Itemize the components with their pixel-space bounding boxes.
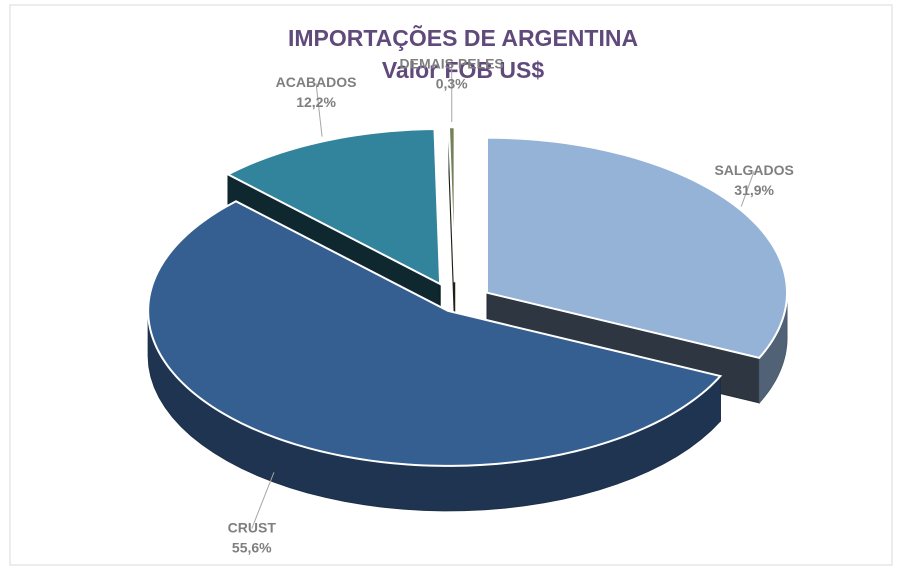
slice-value-label: 31,9%: [734, 182, 774, 198]
slice: [486, 136, 788, 359]
slice-label: DEMAIS PELES: [400, 56, 504, 72]
slice-label: CRUST: [228, 519, 277, 535]
slice-label: SALGADOS: [714, 162, 793, 178]
slice: [147, 200, 723, 467]
slice-label: ACABADOS: [276, 74, 357, 90]
leader-line: [315, 83, 323, 137]
slice-value-label: 0,3%: [436, 76, 468, 92]
slice-value-label: 12,2%: [296, 94, 336, 110]
slice-tops: [147, 126, 788, 467]
slice: [225, 128, 442, 286]
chart-subtitle: Valor FOB US$: [382, 57, 545, 83]
leader-line: [251, 472, 275, 529]
chart-title: IMPORTAÇÕES DE ARGENTINA: [288, 24, 638, 51]
slice: [447, 126, 456, 283]
leader-line: [740, 170, 755, 207]
slice-value-label: 55,6%: [232, 539, 272, 555]
